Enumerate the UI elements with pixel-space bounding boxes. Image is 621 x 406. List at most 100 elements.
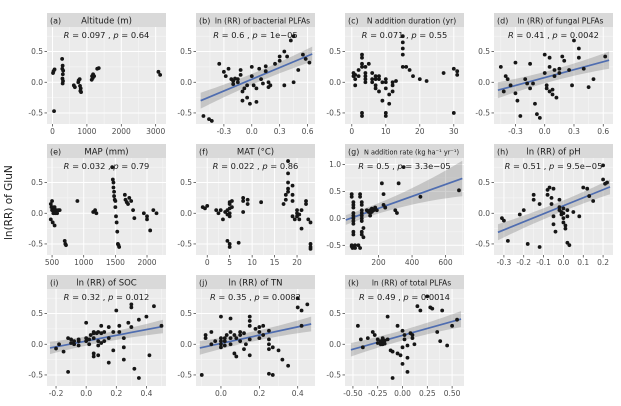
data-point bbox=[221, 69, 226, 74]
data-point bbox=[84, 336, 89, 341]
data-point bbox=[223, 74, 228, 79]
stats-label: R = 0.35 , p = 0.0082 bbox=[210, 292, 301, 302]
data-point bbox=[360, 65, 364, 69]
data-point bbox=[99, 323, 104, 328]
data-point bbox=[603, 54, 608, 59]
data-point bbox=[351, 216, 356, 221]
data-point bbox=[395, 323, 400, 328]
data-point bbox=[306, 217, 311, 222]
strip-header bbox=[47, 144, 166, 158]
data-point bbox=[151, 208, 156, 213]
data-point bbox=[400, 361, 405, 366]
data-point bbox=[291, 34, 296, 39]
data-point bbox=[121, 357, 126, 362]
data-point bbox=[370, 71, 375, 75]
data-point bbox=[561, 206, 566, 211]
data-point bbox=[387, 92, 392, 97]
scatter-plot-a: (a) Altitude (m) R = 0.097 , p = 0.64 0 1000… bbox=[28, 13, 166, 136]
data-point bbox=[60, 63, 65, 68]
data-point bbox=[111, 348, 116, 353]
x-tick-label: 15 bbox=[270, 258, 280, 267]
data-point bbox=[373, 74, 378, 79]
data-point bbox=[225, 238, 230, 243]
data-point bbox=[550, 87, 555, 92]
data-point bbox=[501, 89, 506, 94]
data-point bbox=[96, 66, 101, 71]
data-point bbox=[390, 80, 395, 85]
data-point bbox=[577, 214, 582, 219]
x-tick-label: 0.1 bbox=[577, 258, 589, 267]
data-point bbox=[209, 342, 214, 347]
data-point bbox=[241, 210, 246, 214]
x-axis: 200 400 600 bbox=[371, 255, 453, 267]
data-point bbox=[498, 65, 503, 69]
data-point bbox=[502, 218, 506, 223]
data-point bbox=[147, 353, 152, 358]
data-point bbox=[227, 214, 232, 219]
data-point bbox=[525, 242, 530, 246]
data-point bbox=[290, 199, 295, 203]
data-point bbox=[358, 337, 363, 342]
data-point bbox=[248, 101, 252, 106]
data-point bbox=[89, 77, 94, 82]
data-point bbox=[207, 117, 211, 121]
data-point bbox=[424, 79, 429, 83]
data-point bbox=[380, 98, 385, 103]
x-tick-label: 0.0 bbox=[557, 258, 569, 267]
data-point bbox=[228, 316, 233, 321]
x-axis: -0.3 0.0 0.3 0.6 bbox=[217, 124, 314, 136]
data-point bbox=[245, 95, 250, 100]
x-tick-label: 0.2 bbox=[253, 389, 265, 398]
panel-h: (h) ln (RR) of pH R = 0.51 , p = 9.5e−05 -0… bbox=[468, 138, 617, 269]
strip-header bbox=[196, 144, 315, 158]
data-point bbox=[52, 205, 57, 210]
data-point bbox=[591, 199, 596, 203]
data-point bbox=[226, 66, 231, 71]
data-point bbox=[563, 226, 568, 231]
data-point bbox=[557, 66, 562, 71]
data-point bbox=[214, 208, 219, 213]
data-point bbox=[61, 349, 66, 354]
data-point bbox=[144, 314, 149, 319]
y-tick-label: -0.5 bbox=[326, 109, 341, 118]
data-point bbox=[201, 114, 206, 118]
data-point bbox=[542, 52, 547, 57]
stats-label: R = 0.097 , p = 0.64 bbox=[64, 30, 150, 40]
x-tick-label: 0.0 bbox=[539, 127, 551, 136]
y-axis: -0.5 0.0 0.5 bbox=[326, 47, 345, 118]
x-tick-label: 0.50 bbox=[444, 389, 461, 398]
x-tick-label: 400 bbox=[405, 258, 420, 267]
x-axis: 500 1000 1500 2000 bbox=[45, 255, 157, 267]
stats-label: R = 0.6 , p = 1e−05 bbox=[213, 30, 298, 40]
data-point bbox=[61, 68, 66, 73]
panel-a: (a) Altitude (m) R = 0.097 , p = 0.64 0 1000… bbox=[21, 7, 170, 138]
data-point bbox=[299, 308, 304, 313]
data-point bbox=[72, 85, 77, 90]
data-point bbox=[547, 55, 552, 60]
data-point bbox=[129, 302, 134, 307]
x-tick-label: 0.2 bbox=[110, 389, 122, 398]
x-tick-label: 5 bbox=[227, 258, 232, 267]
regression-line bbox=[345, 177, 463, 221]
data-point bbox=[253, 327, 258, 331]
data-point bbox=[366, 61, 371, 66]
data-point bbox=[576, 55, 581, 60]
data-point bbox=[425, 294, 430, 299]
data-point bbox=[84, 320, 89, 325]
data-point bbox=[549, 202, 554, 206]
data-point bbox=[358, 194, 362, 199]
data-point bbox=[508, 83, 513, 88]
data-point bbox=[551, 222, 556, 227]
scatter-plot-g: (g) N addition rate (kg ha⁻¹ yr⁻¹) R = 0.5… bbox=[326, 144, 464, 267]
data-point bbox=[537, 245, 542, 249]
x-axis: -0.3 -0.2 -0.1 0.0 0.1 0.2 bbox=[497, 255, 609, 267]
data-point bbox=[96, 330, 101, 334]
y-tick-label: -0.5 bbox=[326, 371, 341, 380]
x-tick-label: 0.3 bbox=[568, 127, 580, 136]
x-tick-label: 30 bbox=[449, 127, 459, 136]
data-point bbox=[251, 83, 256, 88]
data-point bbox=[551, 214, 556, 219]
data-point bbox=[361, 235, 366, 240]
data-point bbox=[234, 336, 239, 341]
stats-label: R = 0.032 , p = 0.79 bbox=[64, 161, 150, 171]
